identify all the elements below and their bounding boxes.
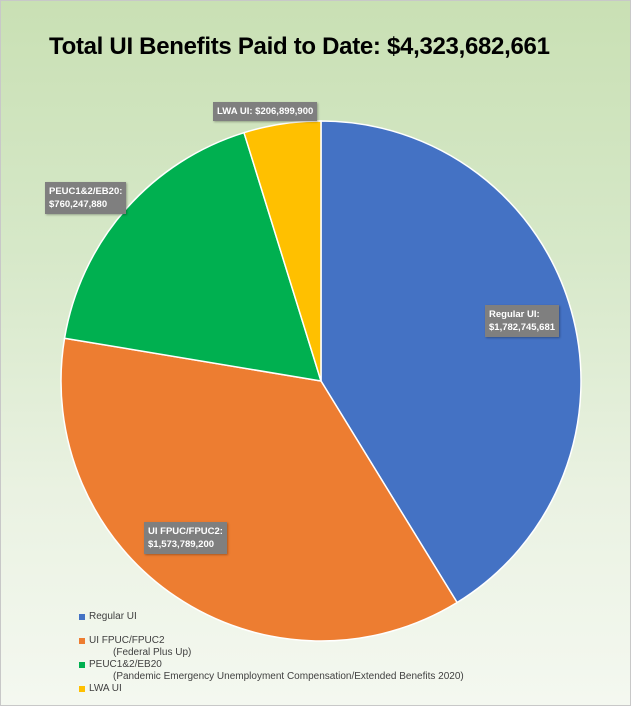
legend-swatch (79, 662, 85, 668)
legend-item-lwa-ui: LWA UI (79, 683, 464, 695)
data-label-lwa-ui: LWA UI: $206,899,900 (213, 102, 318, 121)
legend-item-fpuc: UI FPUC/FPUC2 (Federal Plus Up) (79, 635, 464, 659)
legend-item-regular-ui: Regular UI (79, 611, 464, 623)
pie-slice-regular-ui (320, 120, 582, 604)
legend-swatch (79, 686, 85, 692)
legend: Regular UI UI FPUC/FPUC2 (Federal Plus Up… (79, 611, 464, 695)
legend-swatch (79, 638, 85, 644)
data-label-regular-ui: Regular UI: $1,782,745,681 (485, 305, 560, 337)
pie-slice-ui-fpuc-fpuc2 (60, 337, 459, 642)
legend-item-peuc: PEUC1&2/EB20 (Pandemic Emergency Unemploy… (79, 659, 464, 683)
data-label-peuc: PEUC1&2/EB20: $760,247,880 (45, 182, 127, 214)
chart-title: Total UI Benefits Paid to Date: $4,323,6… (49, 33, 550, 60)
legend-swatch (79, 614, 85, 620)
data-label-fpuc: UI FPUC/FPUC2: $1,573,789,200 (144, 522, 227, 554)
pie-slice-lwa-ui (243, 120, 322, 382)
